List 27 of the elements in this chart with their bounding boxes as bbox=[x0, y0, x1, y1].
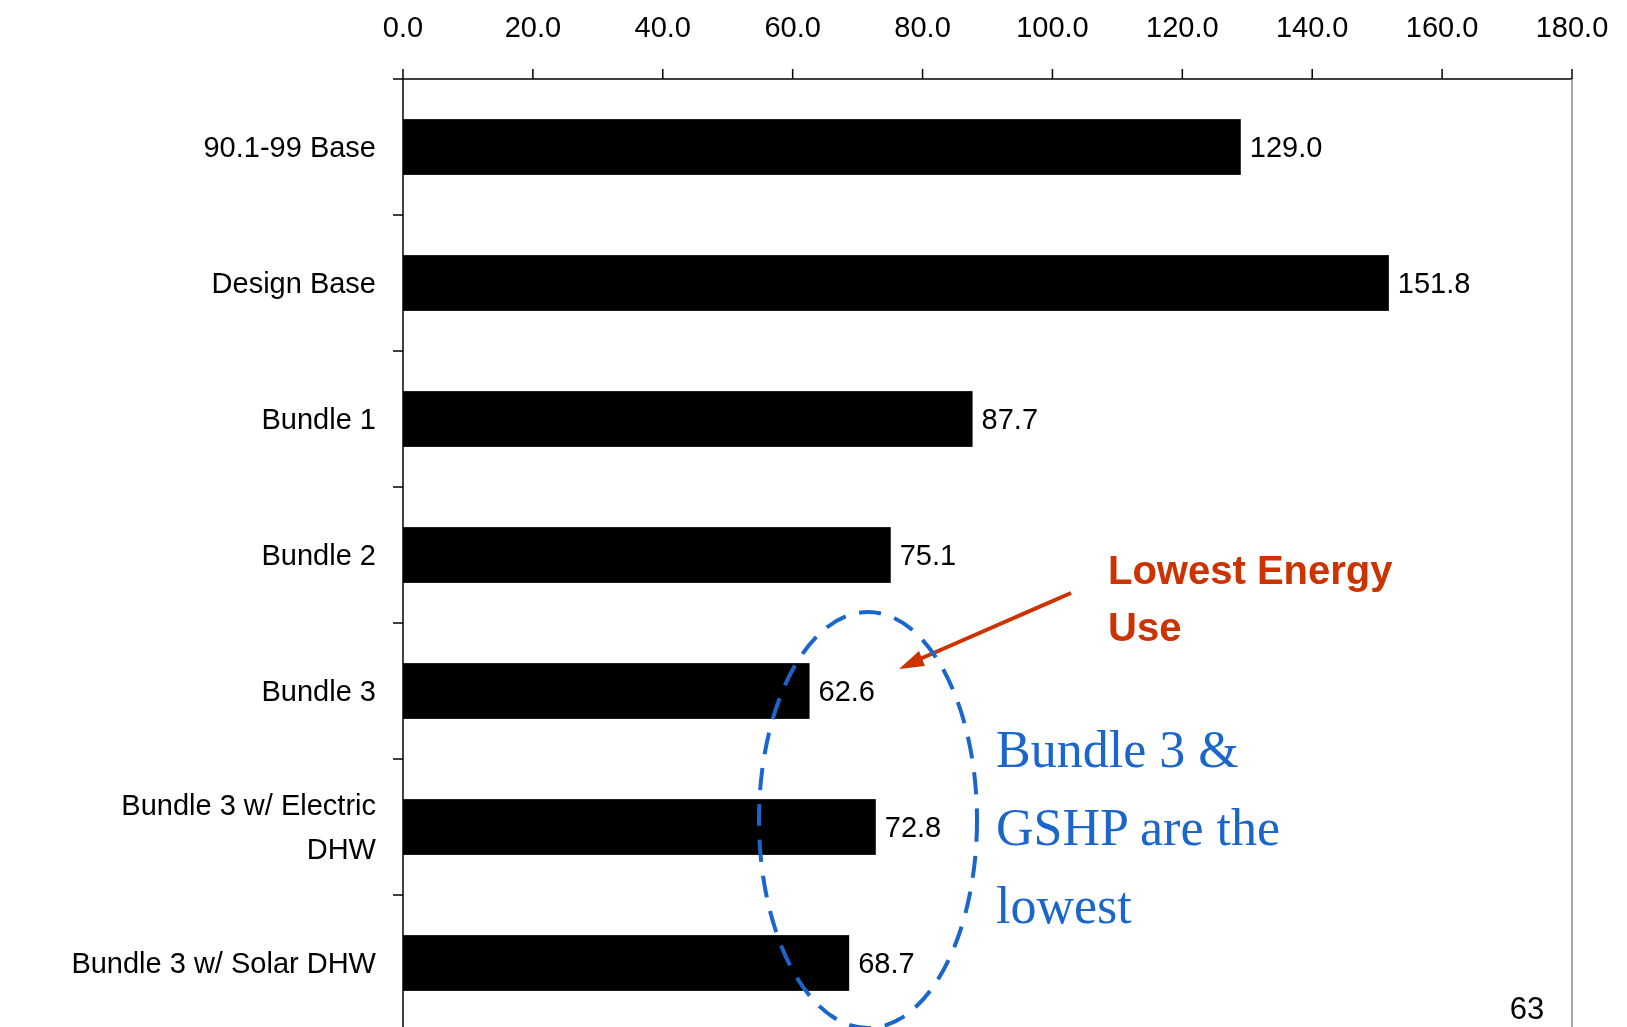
annotation: 63 bbox=[1509, 990, 1545, 1026]
y-tick-label: Bundle 2 bbox=[261, 539, 376, 572]
data-label: 72.8 bbox=[884, 811, 942, 844]
x-tick-label: 180.0 bbox=[1535, 11, 1609, 44]
data-label: 62.6 bbox=[818, 675, 876, 708]
y-tick-label: Bundle 3 bbox=[261, 675, 376, 708]
y-tick-label: Bundle 3 w/ Solar DHW bbox=[71, 947, 377, 980]
data-label: 68.7 bbox=[858, 947, 915, 980]
x-tick-label: 100.0 bbox=[1016, 11, 1089, 44]
data-label: 129.0 bbox=[1249, 131, 1323, 164]
x-tick-label: 80.0 bbox=[894, 11, 951, 44]
x-tick-label: 140.0 bbox=[1275, 11, 1349, 44]
x-tick-label: 40.0 bbox=[634, 11, 691, 44]
x-tick-label: 120.0 bbox=[1146, 11, 1219, 44]
x-tick-label: 160.0 bbox=[1405, 11, 1479, 44]
data-label: 151.8 bbox=[1397, 267, 1471, 300]
y-tick-label: Bundle 3 w/ Electric DHW bbox=[121, 789, 377, 866]
y-tick-label: 90.1-99 Base bbox=[203, 131, 376, 164]
y-tick-label: Bundle 1 bbox=[261, 403, 376, 436]
y-tick-label: Design Base bbox=[211, 267, 376, 300]
x-tick-label: 20.0 bbox=[504, 11, 562, 44]
data-label: 75.1 bbox=[899, 539, 957, 572]
annotation: Bundle 3 & GSHP are the lowest bbox=[996, 721, 1281, 934]
annotation: Lowest Energy Use bbox=[1108, 548, 1394, 649]
x-tick-label: 0.0 bbox=[382, 11, 424, 44]
data-label: 87.7 bbox=[981, 403, 1039, 436]
x-tick-label: 60.0 bbox=[764, 11, 821, 44]
